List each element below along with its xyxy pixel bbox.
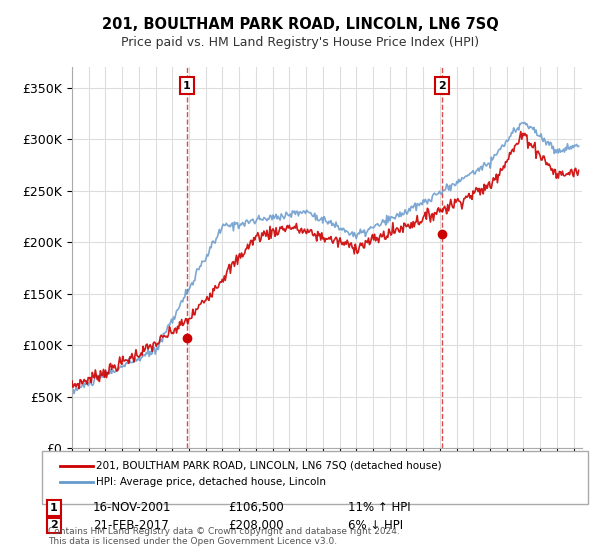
Text: 6% ↓ HPI: 6% ↓ HPI [348,519,403,532]
Text: 1: 1 [183,81,191,91]
Text: £106,500: £106,500 [228,501,284,515]
Text: 201, BOULTHAM PARK ROAD, LINCOLN, LN6 7SQ: 201, BOULTHAM PARK ROAD, LINCOLN, LN6 7S… [101,17,499,32]
Text: HPI: Average price, detached house, Lincoln: HPI: Average price, detached house, Linc… [96,477,326,487]
Text: 21-FEB-2017: 21-FEB-2017 [93,519,169,532]
Text: Price paid vs. HM Land Registry's House Price Index (HPI): Price paid vs. HM Land Registry's House … [121,36,479,49]
Text: 1: 1 [50,503,58,513]
Text: Contains HM Land Registry data © Crown copyright and database right 2024.
This d: Contains HM Land Registry data © Crown c… [48,526,400,546]
Text: 201, BOULTHAM PARK ROAD, LINCOLN, LN6 7SQ (detached house): 201, BOULTHAM PARK ROAD, LINCOLN, LN6 7S… [96,461,442,471]
Text: £208,000: £208,000 [228,519,284,532]
Text: 2: 2 [50,520,58,530]
Text: 2: 2 [438,81,446,91]
Text: 11% ↑ HPI: 11% ↑ HPI [348,501,410,515]
Text: 16-NOV-2001: 16-NOV-2001 [93,501,172,515]
